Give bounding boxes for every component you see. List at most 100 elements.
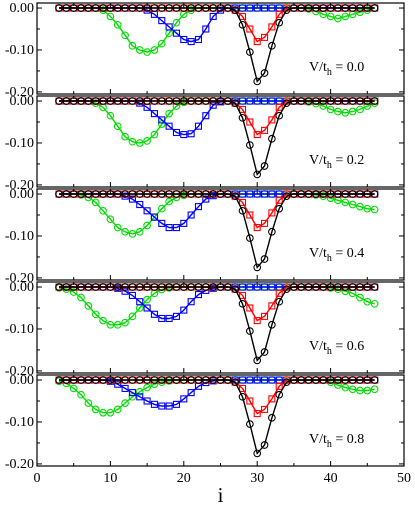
data-point [113,405,122,414]
annotation-value: = 0.2 [332,153,364,168]
data-point [209,4,218,12]
data-point [157,39,166,48]
data-point [238,20,247,29]
data-point [297,283,306,291]
data-point [194,283,203,291]
data-point [106,4,115,12]
data-point [143,304,151,312]
data-point [216,97,225,105]
data-point [194,122,203,130]
data-point [253,38,261,46]
data-point [304,283,313,291]
data-point [238,206,247,215]
data-point [121,227,129,236]
data-point [106,408,115,417]
data-point [165,190,173,198]
annotation-var: V/t [309,432,327,447]
data-point [135,4,144,12]
data-point [326,194,335,203]
data-point [290,97,298,105]
data-point [275,297,284,306]
data-point [77,376,85,384]
data-point [150,213,158,221]
data-point [135,139,144,147]
data-point [150,400,158,408]
data-point [150,130,159,139]
data-point [297,376,306,384]
data-point [341,283,350,291]
data-point [84,190,93,198]
data-point [260,126,269,134]
data-point [121,318,129,327]
data-point [84,97,93,105]
data-point [238,376,247,384]
data-point [113,376,122,384]
data-point [113,97,122,105]
data-point [187,211,195,219]
data-point [282,285,291,293]
data-point [158,219,166,227]
data-point [91,283,100,291]
data-point [201,97,210,105]
data-point [172,312,181,320]
data-point [246,141,254,149]
data-point [113,20,122,29]
data-point [334,97,342,105]
data-point [179,283,188,291]
y-tick-label: -0.10 [5,322,34,337]
data-point [268,209,276,217]
data-point [202,195,210,203]
data-point [246,397,254,405]
x-axis-label: i [218,483,224,507]
data-point [187,376,195,384]
data-point [135,46,144,54]
data-point [312,376,320,384]
data-point [363,297,372,306]
data-point [172,97,181,105]
data-point [135,97,144,105]
data-point [253,356,262,365]
data-point [99,4,107,12]
data-point [128,190,137,198]
data-point [260,219,269,227]
data-point [275,390,284,399]
data-point [253,190,261,198]
panel-annotation: V/th = 0.0 [309,60,364,78]
data-point [356,283,364,291]
data-point [246,420,254,428]
data-point [370,190,379,198]
data-point [187,4,195,12]
data-point [231,192,240,200]
data-point [180,35,188,44]
data-point [238,384,247,392]
data-point [231,6,240,14]
data-point [319,190,328,198]
data-point [150,110,158,118]
data-point [253,376,261,384]
data-point [334,107,342,116]
series-line [59,379,375,415]
data-point [91,97,100,105]
data-point [172,376,181,384]
data-point [223,4,232,12]
data-point [238,4,247,12]
data-point [158,402,166,410]
data-point [348,4,357,12]
data-point [282,192,291,200]
data-point [143,221,151,230]
data-point [260,190,269,198]
data-point [326,97,335,105]
data-point [334,190,342,198]
data-point [275,18,284,27]
panel-1: 0.00 -0.10 -0.20 V/th = 0.2 [5,94,405,193]
data-point [121,287,129,295]
data-point [209,101,217,109]
data-point [341,190,350,198]
data-point [356,376,364,384]
data-point [223,190,232,198]
data-point [194,376,203,384]
data-point [238,299,247,308]
data-point [260,405,269,413]
data-point [356,293,364,302]
data-point [326,105,335,114]
